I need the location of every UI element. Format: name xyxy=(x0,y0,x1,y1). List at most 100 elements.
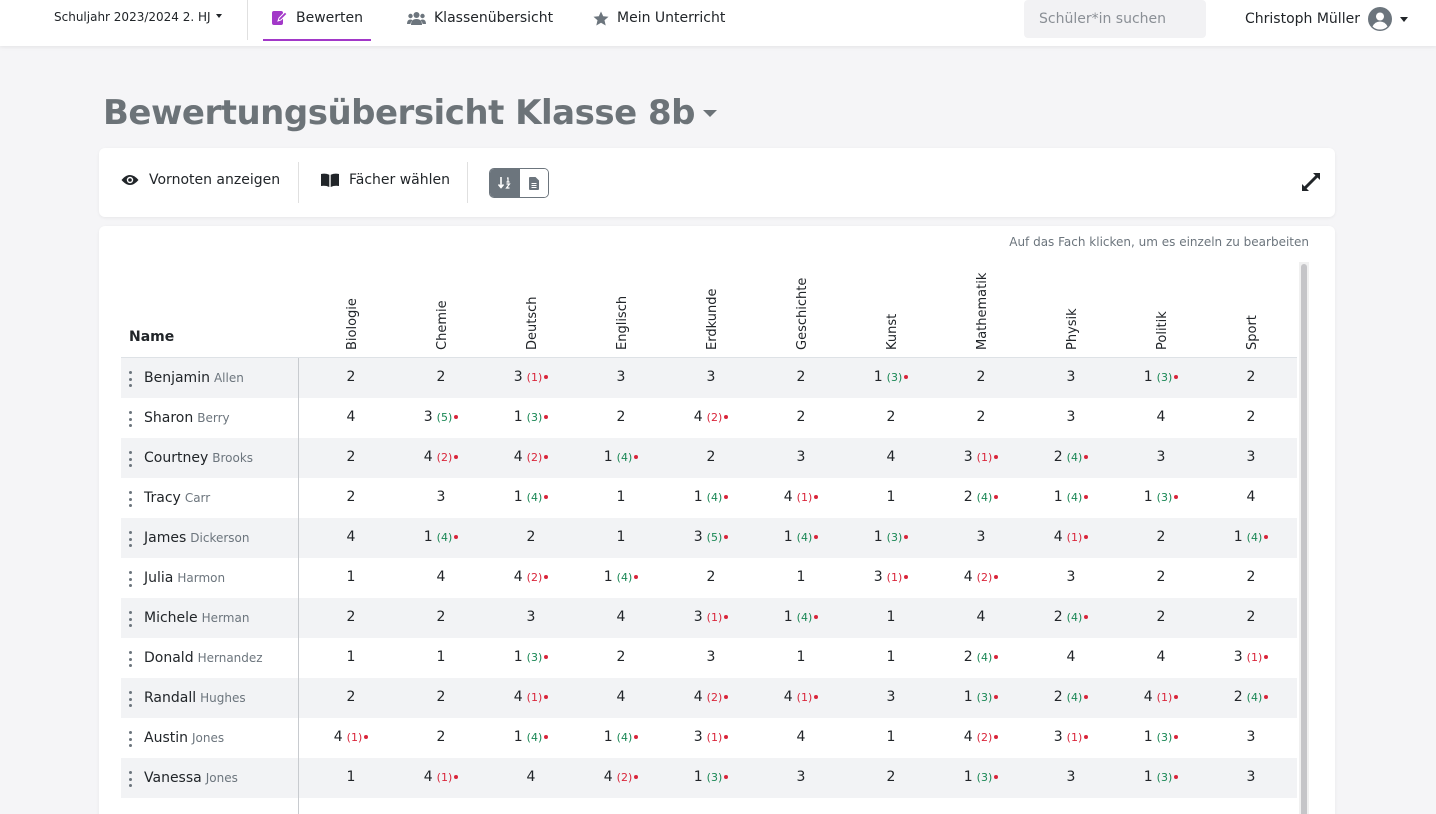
grade-cell[interactable]: 3 xyxy=(1116,449,1206,465)
grade-cell[interactable]: 3 (1) xyxy=(666,609,756,625)
subject-header-biologie[interactable]: Biologie xyxy=(343,282,363,350)
drag-handle-icon[interactable] xyxy=(128,731,132,747)
grade-cell[interactable]: 2 xyxy=(1206,569,1296,585)
grade-cell[interactable]: 2 xyxy=(846,409,936,425)
grade-cell[interactable]: 3 xyxy=(1206,769,1296,785)
table-scrollbar[interactable] xyxy=(1299,262,1309,814)
scrollbar-thumb[interactable] xyxy=(1301,264,1307,814)
grade-cell[interactable]: 4 (2) xyxy=(936,729,1026,745)
grade-cell[interactable]: 2 (4) xyxy=(1026,609,1116,625)
drag-handle-icon[interactable] xyxy=(128,371,132,387)
grade-cell[interactable]: 2 (4) xyxy=(1026,449,1116,465)
grade-cell[interactable]: 2 (4) xyxy=(936,489,1026,505)
grade-cell[interactable]: 4 xyxy=(1116,409,1206,425)
grade-cell[interactable]: 1 xyxy=(306,649,396,665)
grade-cell[interactable]: 1 (4) xyxy=(576,569,666,585)
document-view-button[interactable] xyxy=(519,169,548,197)
grade-cell[interactable]: 4 (2) xyxy=(576,769,666,785)
grade-cell[interactable]: 4 (1) xyxy=(756,689,846,705)
student-name[interactable]: Julia Harmon xyxy=(144,570,225,586)
grade-cell[interactable]: 2 xyxy=(756,369,846,385)
grade-cell[interactable]: 4 (1) xyxy=(486,689,576,705)
grade-cell[interactable]: 4 xyxy=(1206,489,1296,505)
grade-cell[interactable]: 1 xyxy=(756,569,846,585)
grade-cell[interactable]: 2 xyxy=(396,689,486,705)
student-name[interactable]: Donald Hernandez xyxy=(144,650,263,666)
grade-cell[interactable]: 1 (4) xyxy=(666,489,756,505)
subject-header-erdkunde[interactable]: Erdkunde xyxy=(703,282,723,350)
grade-cell[interactable]: 2 xyxy=(1116,569,1206,585)
student-search-input[interactable] xyxy=(1024,0,1206,38)
grade-cell[interactable]: 3 (1) xyxy=(1026,729,1116,745)
drag-handle-icon[interactable] xyxy=(128,411,132,427)
grade-cell[interactable]: 1 (3) xyxy=(486,649,576,665)
grade-cell[interactable]: 4 (2) xyxy=(486,569,576,585)
student-name[interactable]: Michele Herman xyxy=(144,610,249,626)
page-title-dropdown[interactable]: Bewertungsübersicht Klasse 8b xyxy=(103,93,717,133)
grade-cell[interactable]: 3 xyxy=(1206,449,1296,465)
grade-cell[interactable]: 1 xyxy=(576,529,666,545)
grade-cell[interactable]: 1 (3) xyxy=(1116,369,1206,385)
grade-cell[interactable]: 1 (3) xyxy=(1116,489,1206,505)
grade-cell[interactable]: 4 xyxy=(756,729,846,745)
tab-mein-unterricht[interactable]: Mein Unterricht xyxy=(593,10,725,26)
grade-cell[interactable]: 2 xyxy=(666,569,756,585)
subject-header-kunst[interactable]: Kunst xyxy=(883,282,903,350)
grade-cell[interactable]: 2 xyxy=(936,369,1026,385)
subject-header-politik[interactable]: Politik xyxy=(1153,282,1173,350)
grade-cell[interactable]: 3 (1) xyxy=(936,449,1026,465)
grade-cell[interactable]: 4 xyxy=(846,449,936,465)
drag-handle-icon[interactable] xyxy=(128,771,132,787)
grade-cell[interactable]: 2 xyxy=(396,609,486,625)
grade-cell[interactable]: 2 xyxy=(306,689,396,705)
grade-cell[interactable]: 1 (4) xyxy=(576,449,666,465)
student-name[interactable]: Vanessa Jones xyxy=(144,770,238,786)
grade-cell[interactable]: 3 xyxy=(486,609,576,625)
grade-cell[interactable]: 1 (3) xyxy=(846,369,936,385)
grade-cell[interactable]: 2 xyxy=(666,449,756,465)
school-year-dropdown[interactable]: Schuljahr 2023/2024 2. HJ xyxy=(54,10,222,24)
grade-cell[interactable]: 2 xyxy=(1116,529,1206,545)
grade-cell[interactable]: 1 (3) xyxy=(936,689,1026,705)
drag-handle-icon[interactable] xyxy=(128,611,132,627)
grade-cell[interactable]: 4 (2) xyxy=(396,449,486,465)
grade-cell[interactable]: 4 (1) xyxy=(1116,689,1206,705)
grade-cell[interactable]: 4 (1) xyxy=(1026,529,1116,545)
grade-cell[interactable]: 2 xyxy=(576,649,666,665)
grade-cell[interactable]: 1 xyxy=(576,489,666,505)
drag-handle-icon[interactable] xyxy=(128,491,132,507)
grade-cell[interactable]: 4 xyxy=(486,769,576,785)
grade-cell[interactable]: 1 (4) xyxy=(486,729,576,745)
grade-cell[interactable]: 2 xyxy=(486,529,576,545)
grade-cell[interactable]: 3 (1) xyxy=(666,729,756,745)
grade-cell[interactable]: 2 xyxy=(1206,369,1296,385)
grade-cell[interactable]: 2 xyxy=(396,729,486,745)
grade-cell[interactable]: 2 xyxy=(846,769,936,785)
student-name[interactable]: Sharon Berry xyxy=(144,410,230,426)
choose-subjects-button[interactable]: Fächer wählen xyxy=(321,172,450,188)
grade-cell[interactable]: 3 xyxy=(756,449,846,465)
grade-cell[interactable]: 2 xyxy=(306,609,396,625)
grade-cell[interactable]: 4 (1) xyxy=(306,729,396,745)
grade-cell[interactable]: 3 xyxy=(846,689,936,705)
grade-cell[interactable]: 2 xyxy=(1206,609,1296,625)
subject-header-chemie[interactable]: Chemie xyxy=(433,282,453,350)
grade-cell[interactable]: 3 xyxy=(1026,569,1116,585)
grade-cell[interactable]: 2 (4) xyxy=(1206,689,1296,705)
grade-cell[interactable]: 2 xyxy=(1206,409,1296,425)
grade-cell[interactable]: 4 (2) xyxy=(666,689,756,705)
student-name[interactable]: Tracy Carr xyxy=(144,490,210,506)
drag-handle-icon[interactable] xyxy=(128,531,132,547)
grade-cell[interactable]: 3 (1) xyxy=(1206,649,1296,665)
grade-cell[interactable]: 4 xyxy=(306,529,396,545)
grade-cell[interactable]: 3 xyxy=(666,369,756,385)
student-name[interactable]: Courtney Brooks xyxy=(144,450,253,466)
drag-handle-icon[interactable] xyxy=(128,651,132,667)
sort-view-button[interactable] xyxy=(490,169,519,197)
grade-cell[interactable]: 4 xyxy=(576,609,666,625)
student-name[interactable]: Randall Hughes xyxy=(144,690,246,706)
grade-cell[interactable]: 4 xyxy=(1116,649,1206,665)
grade-cell[interactable]: 4 (1) xyxy=(396,769,486,785)
grade-cell[interactable]: 2 xyxy=(306,449,396,465)
grade-cell[interactable]: 4 xyxy=(936,609,1026,625)
